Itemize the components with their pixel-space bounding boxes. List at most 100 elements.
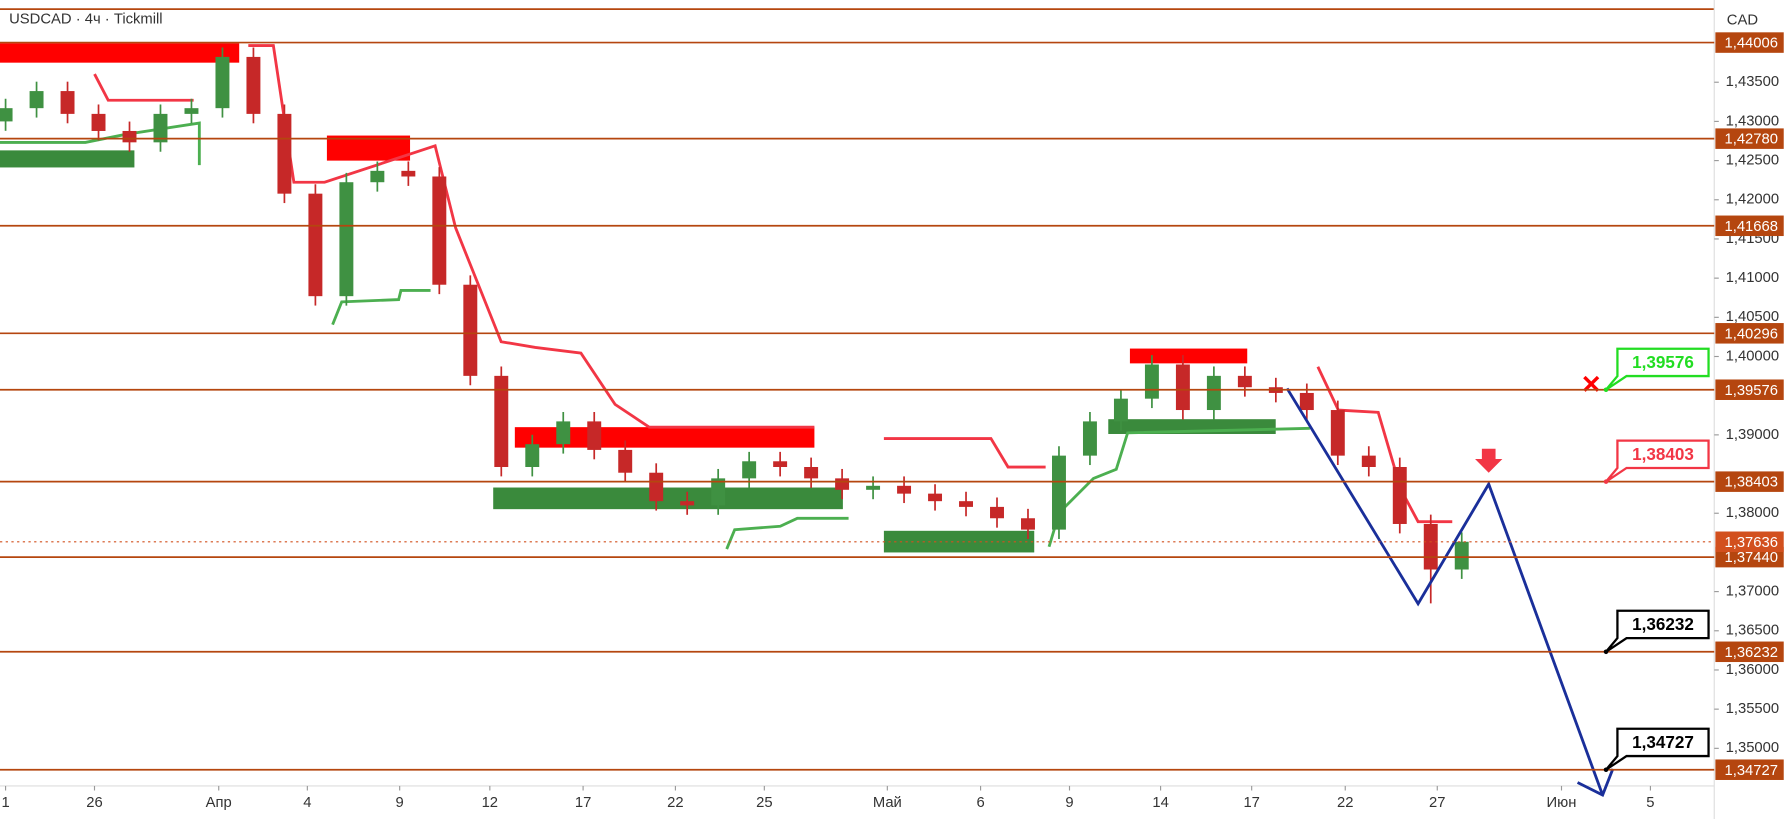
candle-body — [494, 375, 509, 468]
candle-body — [1175, 364, 1190, 411]
x-tick-label: 5 — [1646, 795, 1654, 811]
level-label: 1,42780 — [1724, 132, 1778, 148]
candle-body — [928, 493, 943, 502]
x-tick-label: Июн — [1547, 795, 1577, 811]
level-label: 1,39576 — [1724, 383, 1778, 399]
callout-box — [1605, 347, 1710, 391]
trend-line-red — [248, 44, 815, 429]
candle-body — [432, 176, 447, 285]
callout-label: 1,38403 — [1632, 445, 1694, 464]
candle-body — [897, 485, 912, 494]
sell-arrow — [1475, 448, 1503, 473]
x-tick-label: 14 — [1152, 795, 1168, 811]
candle-body — [153, 113, 168, 143]
demand-zone — [0, 150, 135, 168]
trend-line-red — [883, 437, 1046, 469]
level-label-box — [1715, 323, 1784, 344]
candle-body — [29, 91, 44, 109]
candle-body — [91, 113, 106, 131]
candle-body — [525, 444, 540, 468]
callout-anchor — [1603, 649, 1609, 655]
y-tick-label: 1,41000 — [1726, 270, 1780, 286]
level-label-box — [1715, 32, 1784, 53]
candle-body — [401, 170, 416, 177]
trend-line-green — [331, 289, 431, 326]
level-label: 1,36232 — [1724, 645, 1778, 661]
candle-body — [773, 461, 788, 468]
demand-zone — [883, 530, 1035, 553]
y-tick-label: 1,36500 — [1726, 623, 1780, 639]
callout-anchor — [1603, 479, 1609, 484]
callout-label: 1,34727 — [1632, 733, 1694, 752]
candle-body — [246, 56, 261, 114]
level-label-box — [1715, 215, 1784, 237]
y-tick-label: 1,36000 — [1726, 662, 1780, 678]
y-tick-label: 1,39000 — [1726, 427, 1780, 443]
currency: CAD — [1727, 12, 1758, 28]
candle-body — [1330, 410, 1345, 456]
candle-body — [1144, 364, 1159, 399]
callout-anchor — [1603, 767, 1609, 773]
candle-body — [1237, 375, 1252, 388]
trend-line-red — [93, 73, 194, 102]
callout-label: 1,36232 — [1632, 615, 1694, 634]
candle-body — [680, 501, 695, 506]
level-label-box — [1715, 759, 1784, 780]
candle-body — [370, 170, 385, 183]
x-tick-label: Апр — [206, 795, 232, 811]
y-tick-label: 1,38000 — [1726, 505, 1780, 521]
level-label: 1,38403 — [1724, 475, 1778, 491]
candle-body — [556, 421, 571, 445]
level-label: 1,44006 — [1724, 36, 1778, 52]
candle-body — [277, 113, 292, 194]
candle-body — [1082, 421, 1097, 456]
candle-body — [1392, 467, 1407, 524]
level-label: 1,40296 — [1724, 326, 1778, 342]
candle-body — [1423, 523, 1438, 570]
candle-body — [308, 193, 323, 297]
candle-body — [122, 130, 137, 143]
level-label: 1,37440 — [1724, 550, 1778, 566]
x-tick-label: 4 — [303, 795, 311, 811]
callout-box — [1605, 609, 1710, 653]
x-tick-label: 12 — [482, 795, 498, 811]
projection-path — [1285, 387, 1604, 796]
callout-label: 1,39576 — [1632, 353, 1694, 372]
candle-body — [835, 478, 850, 490]
y-tick-label: 1,35500 — [1726, 701, 1780, 717]
x-tick-label: 25 — [756, 795, 772, 811]
demand-zone — [493, 487, 843, 510]
callout-anchor — [1603, 387, 1609, 393]
x-tick-label: 22 — [667, 795, 683, 811]
supply-zone — [1129, 348, 1248, 364]
y-tick-label: 1,35000 — [1726, 740, 1780, 756]
x-tick-label: 6 — [976, 795, 984, 811]
cancel-mark — [1583, 375, 1600, 392]
y-tick-label: 1,40000 — [1726, 348, 1780, 364]
callout-box — [1605, 439, 1710, 483]
last-price-label: 1,37636 — [1724, 535, 1778, 551]
trend-line-green — [725, 516, 849, 550]
y-tick-label: 1,43000 — [1726, 113, 1780, 129]
level-label-box — [1715, 379, 1784, 400]
level-label: 1,41668 — [1724, 219, 1778, 235]
level-label: 1,34727 — [1724, 763, 1778, 779]
candle-body — [0, 108, 13, 122]
level-label-box — [1715, 128, 1784, 149]
candle-body — [959, 501, 973, 507]
x-tick-label: 1 — [1, 795, 9, 811]
candle-body — [1206, 375, 1221, 411]
candle-body — [1113, 398, 1128, 422]
candle-body — [587, 421, 602, 450]
callout-box — [1605, 727, 1710, 771]
candle-body — [649, 472, 664, 502]
level-label-box — [1715, 641, 1784, 663]
x-tick-label: 9 — [1065, 795, 1073, 811]
projection-arrowhead — [1576, 768, 1615, 798]
candle-body — [339, 182, 354, 297]
candle-body — [1454, 541, 1469, 570]
plot: 1,435001,430001,425001,420001,415001,410… — [0, 47, 1780, 811]
last-price-box — [1715, 531, 1784, 553]
